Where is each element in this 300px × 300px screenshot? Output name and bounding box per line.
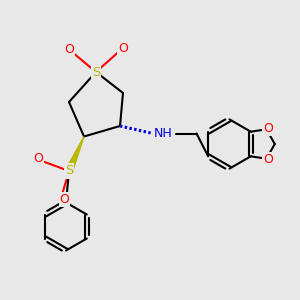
Text: S: S: [92, 65, 100, 79]
Text: O: O: [263, 153, 273, 166]
Text: S: S: [65, 164, 73, 178]
Text: O: O: [263, 122, 273, 135]
Polygon shape: [66, 136, 84, 172]
Text: NH: NH: [154, 127, 173, 140]
Text: O: O: [60, 193, 69, 206]
Text: O: O: [64, 43, 74, 56]
Text: O: O: [33, 152, 43, 166]
Text: O: O: [118, 41, 128, 55]
